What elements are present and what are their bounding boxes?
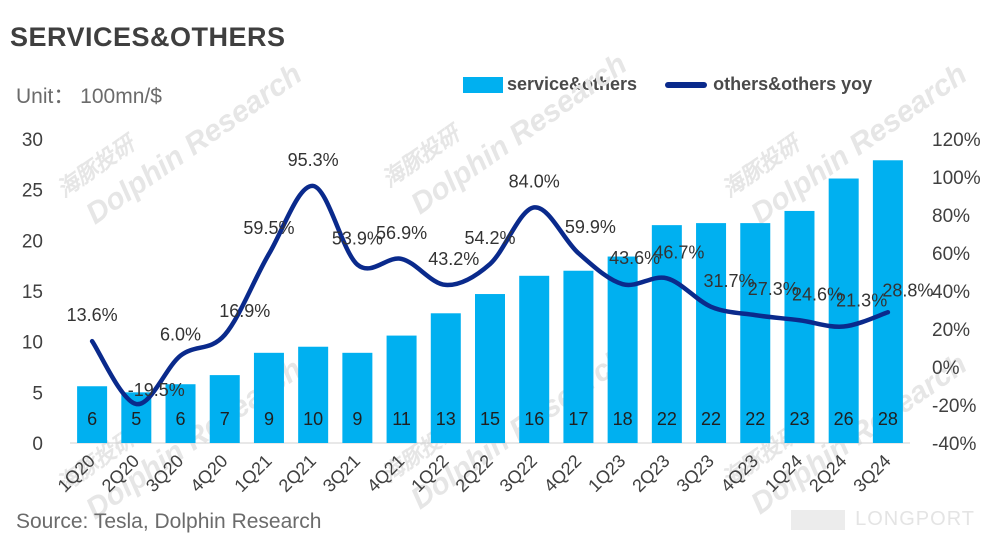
y-right-tick-label: 80% [932, 206, 970, 227]
line-value-label: 84.0% [509, 171, 560, 191]
line-value-label: 28.8% [882, 280, 933, 300]
bar [430, 313, 461, 443]
y-right-tick-label: 60% [932, 244, 970, 265]
line-value-label: 43.6% [609, 248, 660, 268]
longport-logo: LONGPORT [791, 508, 975, 531]
bar [784, 210, 815, 443]
x-tick-label: 1Q21 [230, 451, 275, 496]
bar [740, 223, 771, 443]
line-value-label: 24.6% [792, 284, 843, 304]
bar [475, 294, 505, 443]
bar-value-label: 26 [834, 409, 854, 429]
line-value-label: 59.9% [565, 217, 616, 237]
y-right-tick-label: 120% [932, 130, 981, 151]
x-tick-label: 1Q23 [584, 451, 629, 496]
line-value-label: 6.0% [160, 325, 201, 345]
bar-value-label: 6 [87, 409, 97, 429]
x-tick-label: 3Q24 [849, 451, 894, 496]
legend-bar-swatch [463, 76, 503, 93]
unit-label: Unit： 100mn/$ [16, 85, 162, 108]
line-value-label: 43.2% [428, 249, 479, 269]
x-tick-label: 2Q21 [275, 451, 320, 496]
line-value-label: 54.2% [464, 228, 515, 248]
yoy-line [89, 183, 891, 407]
y-left-tick-label: 15 [22, 282, 43, 303]
y-right-tick-label: 20% [932, 320, 970, 341]
bar [607, 256, 638, 443]
y-left-tick-label: 30 [22, 130, 43, 151]
bar [209, 375, 240, 443]
x-tick-label: 3Q21 [319, 451, 364, 496]
legend-line-label: others&others yoy [713, 74, 873, 94]
bar-value-label: 22 [657, 409, 677, 429]
bar [872, 160, 903, 443]
line-value-label: 59.5% [243, 218, 294, 238]
bar-value-label: 5 [131, 409, 141, 429]
line-value-label: 13.6% [67, 305, 118, 325]
line-value-label: 95.3% [288, 150, 339, 170]
logo-text: LONGPORT [855, 508, 975, 530]
legend-line-swatch [665, 81, 708, 88]
bar-value-label: 28 [878, 409, 898, 429]
line-value-label: 46.7% [653, 242, 704, 262]
y-right-tick-label: 100% [932, 168, 981, 189]
bar-value-label: 6 [176, 409, 186, 429]
legend-bar-label: service&others [507, 74, 638, 94]
legend-item-line: others&others yoy [665, 74, 872, 95]
bar-value-label: 22 [701, 409, 721, 429]
y-left-tick-label: 0 [32, 434, 43, 455]
y-left-tick-label: 5 [32, 383, 43, 404]
y-right-tick-label: -20% [932, 396, 976, 417]
bar-value-label: 13 [436, 409, 456, 429]
x-tick-label: 4Q22 [540, 451, 585, 496]
bar-value-label: 15 [480, 409, 500, 429]
bars-layer [77, 160, 903, 443]
bar-value-label: 9 [264, 409, 274, 429]
bar-value-label: 23 [789, 409, 809, 429]
bar [519, 275, 550, 443]
y-left-tick-label: 10 [22, 333, 43, 354]
line-value-label: 53.9% [332, 229, 383, 249]
y-right-tick-label: -40% [932, 434, 976, 455]
labels-layer: 6 5 6 7 9 10 9 11 13 15 16 17 18 22 22 22 23 26 28 13.6% -19… [67, 150, 934, 429]
bar [253, 352, 284, 443]
bar [563, 270, 594, 443]
bar-value-label: 11 [392, 409, 411, 429]
x-tick-label: 2Q23 [628, 451, 673, 496]
y-left-tick-label: 25 [22, 181, 43, 202]
bar-value-label: 18 [613, 409, 633, 429]
bar [298, 346, 329, 443]
y-right-tick-label: 0% [932, 358, 960, 379]
bar [651, 225, 682, 443]
bar [165, 384, 196, 443]
bar [386, 335, 417, 443]
legend-item-bar: service&others [463, 74, 637, 95]
x-tick-label: 3Q23 [673, 451, 718, 496]
bar-value-label: 22 [745, 409, 765, 429]
bar [342, 352, 373, 443]
source-note: Source: Tesla, Dolphin Research [16, 510, 322, 533]
line-value-label: 21.3% [836, 291, 887, 311]
chart-title: SERVICES&OTHERS [10, 22, 286, 52]
bar [696, 223, 727, 443]
bar-value-label: 7 [220, 409, 230, 429]
bar [828, 178, 859, 443]
y-right-tick-label: 40% [932, 282, 970, 303]
line-value-label: 27.3% [748, 279, 799, 299]
bar-value-label: 9 [352, 409, 362, 429]
line-value-label: 16.9% [219, 301, 270, 321]
line-value-label: 56.9% [376, 223, 427, 243]
line-value-label: 31.7% [704, 271, 755, 291]
y-left-tick-label: 20 [22, 231, 43, 252]
bar [77, 386, 108, 443]
bar-value-label: 16 [524, 409, 544, 429]
line-value-label: -19.5% [128, 380, 185, 400]
line-layer [89, 183, 891, 407]
bar-value-label: 17 [568, 409, 588, 429]
legend: service&others others&others yoy [463, 74, 900, 95]
bar-value-label: 10 [303, 409, 323, 429]
logo-mark-icon [791, 509, 846, 530]
